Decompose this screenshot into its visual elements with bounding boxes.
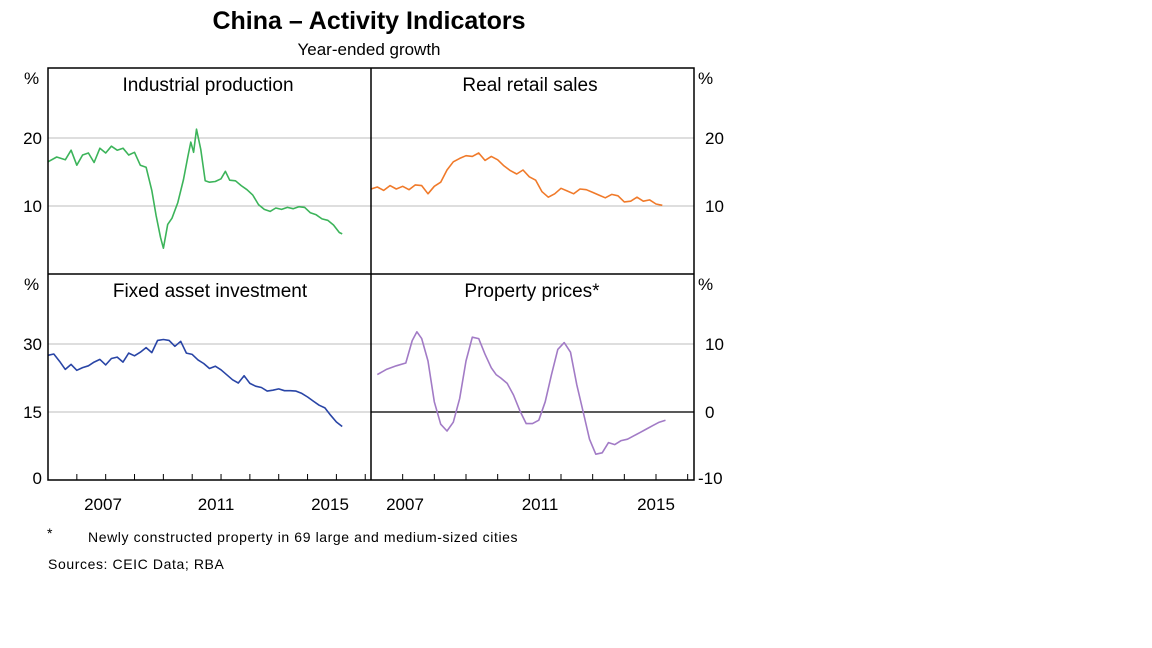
footnote-marker: *: [47, 525, 53, 541]
chart-title: China – Activity Indicators: [212, 7, 525, 35]
real-retail-sales-series-line: [370, 152, 663, 207]
x-tick-2007: 2007: [84, 495, 122, 514]
footnote: Newly constructed property in 69 large a…: [88, 529, 518, 545]
real-retail-sales-panel-title: Real retail sales: [462, 75, 597, 96]
fixed-asset-investment-y-tick-15: 15: [23, 403, 42, 422]
chart-subtitle: Year-ended growth: [297, 40, 440, 59]
real-retail-sales-panel: Real retail sales % 20 10: [370, 69, 724, 216]
sources: Sources: CEIC Data; RBA: [48, 556, 224, 572]
property-prices-series-line: [376, 330, 666, 456]
property-prices-y-tick-10: 10: [705, 335, 724, 354]
industrial-production-series-line: [47, 128, 343, 249]
industrial-production-unit-label: %: [24, 69, 39, 88]
fixed-asset-investment-panel: Fixed asset investment% 30 15 0: [23, 275, 371, 488]
fixed-asset-investment-panel-title: Fixed asset investment: [113, 281, 308, 302]
x-tick-2015-left: 2015: [311, 495, 349, 514]
property-prices-y-tick-0: 0: [705, 403, 714, 422]
fixed-asset-investment-series-line: [47, 338, 343, 428]
x-tick-2007-right: 2007: [386, 495, 424, 514]
real-retail-sales-y-tick-20: 20: [705, 129, 724, 148]
industrial-production-y-tick-10: 10: [23, 197, 42, 216]
property-prices-unit-label: %: [698, 275, 713, 294]
real-retail-sales-unit-label: %: [698, 69, 713, 88]
x-tick-2015-right: 2015: [637, 495, 675, 514]
industrial-production-y-tick-20: 20: [23, 129, 42, 148]
fixed-asset-investment-y-tick-30: 30: [23, 335, 42, 354]
property-prices-y-tick--10: -10: [698, 469, 723, 488]
industrial-production-panel-title: Industrial production: [122, 75, 293, 96]
x-tick-2011-left: 2011: [198, 495, 235, 514]
property-prices-panel-title: Property prices*: [464, 281, 600, 302]
x-tick-marks: [76, 474, 689, 480]
fixed-asset-investment-unit-label: %: [24, 275, 39, 294]
real-retail-sales-y-tick-10: 10: [705, 197, 724, 216]
industrial-production-panel: Industrial production% 20 10: [23, 69, 371, 249]
x-tick-2011-right: 2011: [522, 495, 559, 514]
fixed-asset-investment-y-tick-0: 0: [33, 469, 42, 488]
chart-frame: [47, 67, 695, 481]
property-prices-panel: Property prices* % 10 0 -10: [371, 275, 724, 488]
